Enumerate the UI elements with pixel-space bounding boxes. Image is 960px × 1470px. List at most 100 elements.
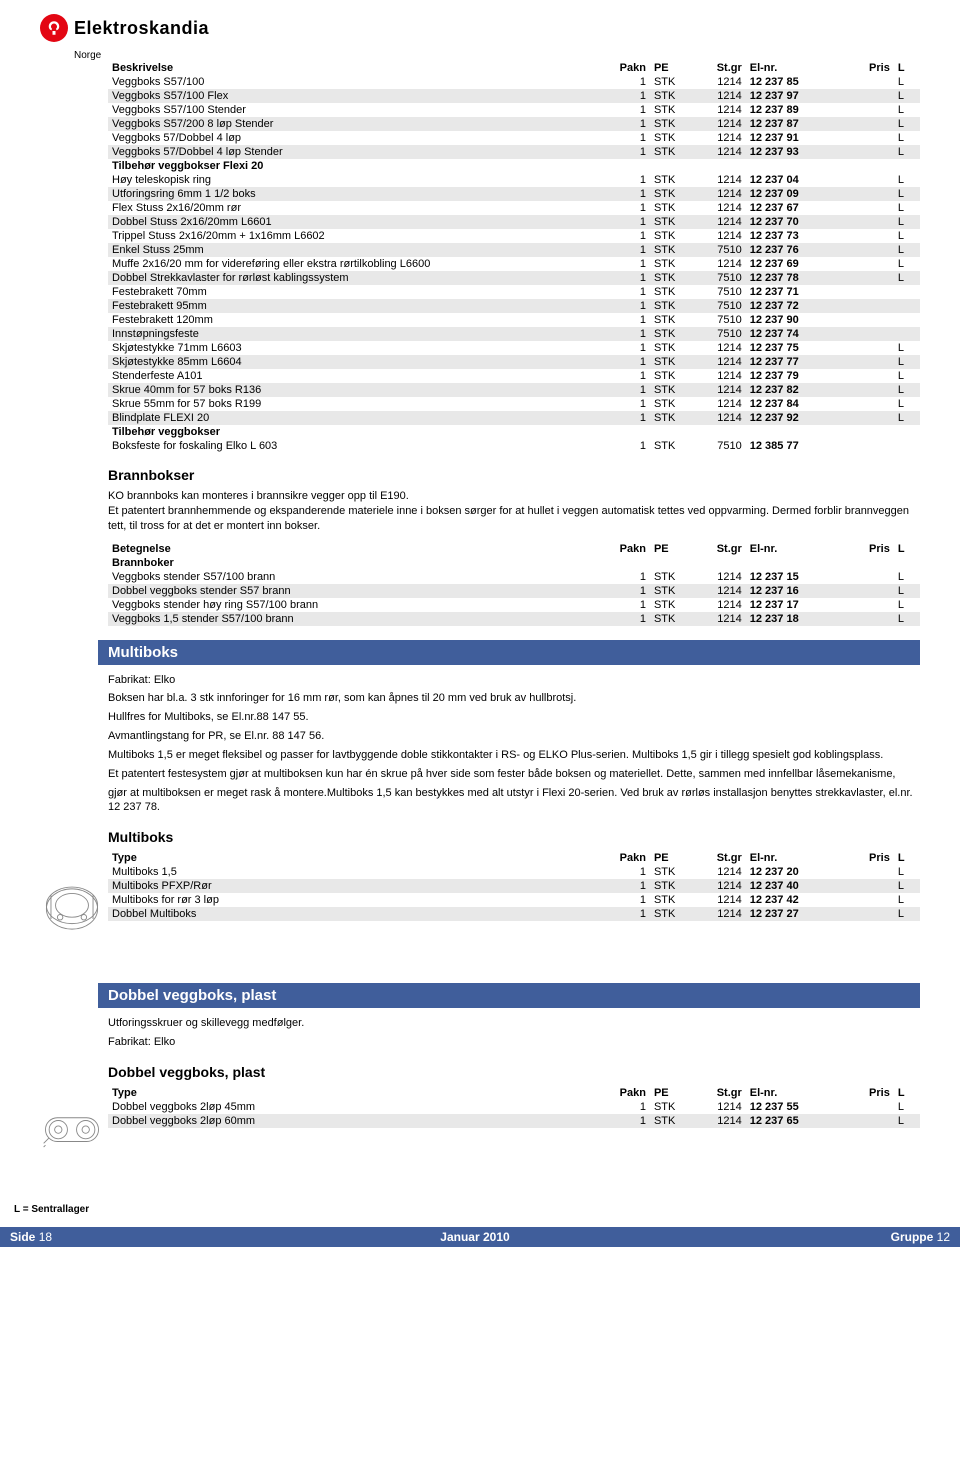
cell-pakn: 1 [613, 439, 650, 453]
cell-pris [842, 327, 894, 341]
cell-stgr: 1214 [693, 584, 745, 598]
cell-pe: STK [650, 145, 694, 159]
th-l: L [894, 851, 920, 865]
th-l: L [894, 61, 920, 75]
cell-stgr: 1214 [693, 383, 745, 397]
table-row: Veggboks S57/1001STK121412 237 85L [108, 75, 920, 89]
cell-pe: STK [650, 187, 694, 201]
cell-elnr: 12 237 20 [746, 865, 842, 879]
cell-stgr: 1214 [693, 229, 745, 243]
cell-pe: STK [650, 257, 694, 271]
cell-stgr: 1214 [693, 131, 745, 145]
bar-dobbel: Dobbel veggboks, plast [98, 983, 920, 1008]
brand-logo-icon [40, 14, 68, 42]
cell-pris [842, 173, 894, 187]
cell-pris [842, 313, 894, 327]
cell-elnr: 12 237 70 [746, 215, 842, 229]
cell-stgr: 7510 [693, 313, 745, 327]
cell-desc: Stenderfeste A101 [108, 369, 613, 383]
cell-pe: STK [650, 439, 694, 453]
cell-pris [842, 243, 894, 257]
dobbel-subtitle: Dobbel veggboks, plast [108, 1064, 920, 1080]
table-row: Stenderfeste A1011STK121412 237 79L [108, 369, 920, 383]
multiboks-subtitle: Multiboks [108, 829, 920, 845]
cell-pakn: 1 [613, 369, 650, 383]
cell-desc: Veggboks 1,5 stender S57/100 brann [108, 612, 613, 626]
cell-desc: Trippel Stuss 2x16/20mm + 1x16mm L6602 [108, 229, 613, 243]
table-row: Skrue 40mm for 57 boks R1361STK121412 23… [108, 383, 920, 397]
th-stgr: St.gr [693, 61, 745, 75]
multiboks-line: Avmantlingstang for PR, se El.nr. 88 147… [108, 729, 920, 744]
th-desc: Beskrivelse [108, 61, 613, 75]
cell-l: L [894, 117, 920, 131]
cell-stgr: 1214 [693, 355, 745, 369]
cell-l [894, 285, 920, 299]
cell-pris [842, 893, 894, 907]
cell-l: L [894, 1114, 920, 1128]
cell-pakn: 1 [613, 907, 650, 921]
table-row: Festebrakett 120mm1STK751012 237 90 [108, 313, 920, 327]
cell-l: L [894, 341, 920, 355]
cell-stgr: 1214 [693, 893, 745, 907]
cell-pe: STK [650, 355, 694, 369]
cell-pakn: 1 [613, 598, 650, 612]
cell-pakn: 1 [613, 327, 650, 341]
cell-l: L [894, 271, 920, 285]
cell-elnr: 12 237 55 [746, 1100, 842, 1114]
dobbel-line1: Utforingsskruer og skillevegg medfølger. [108, 1016, 920, 1031]
cell-desc: Boksfeste for foskaling Elko L 603 [108, 439, 613, 453]
table-beskrivelse: Beskrivelse Pakn PE St.gr El-nr. Pris L … [108, 61, 920, 453]
cell-pris [842, 131, 894, 145]
cell-pe: STK [650, 131, 694, 145]
cell-pakn: 1 [613, 215, 650, 229]
cell-l: L [894, 411, 920, 425]
cell-desc: Veggboks 57/Dobbel 4 løp [108, 131, 613, 145]
cell-l: L [894, 243, 920, 257]
cell-desc: Enkel Stuss 25mm [108, 243, 613, 257]
table-row: Dobbel Stuss 2x16/20mm L66011STK121412 2… [108, 215, 920, 229]
cell-elnr: 12 237 15 [746, 570, 842, 584]
cell-desc: Veggboks S57/200 8 løp Stender [108, 117, 613, 131]
cell-desc: Veggboks 57/Dobbel 4 løp Stender [108, 145, 613, 159]
cell-elnr: 12 237 89 [746, 103, 842, 117]
table-row: Veggboks S57/200 8 løp Stender1STK121412… [108, 117, 920, 131]
cell-l: L [894, 612, 920, 626]
th-pe: PE [650, 851, 694, 865]
cell-desc: Muffe 2x16/20 mm for videreføring eller … [108, 257, 613, 271]
cell-stgr: 1214 [693, 187, 745, 201]
cell-elnr: 12 237 97 [746, 89, 842, 103]
cell-stgr: 7510 [693, 327, 745, 341]
cell-pe: STK [650, 313, 694, 327]
cell-elnr: 12 237 42 [746, 893, 842, 907]
cell-pris [842, 1114, 894, 1128]
cell-elnr: 12 237 85 [746, 75, 842, 89]
footer-mid: Januar 2010 [110, 1227, 840, 1247]
table-row: Veggboks stender S57/100 brann1STK121412… [108, 570, 920, 584]
table-row: Utforingsring 6mm 1 1/2 boks1STK121412 2… [108, 187, 920, 201]
cell-pakn: 1 [613, 173, 650, 187]
table-row: Skjøtestykke 85mm L66041STK121412 237 77… [108, 355, 920, 369]
cell-pe: STK [650, 173, 694, 187]
cell-elnr: 12 237 74 [746, 327, 842, 341]
multiboks-line: Multiboks 1,5 er meget fleksibel og pass… [108, 748, 920, 763]
table-row: Veggboks 57/Dobbel 4 løp1STK121412 237 9… [108, 131, 920, 145]
cell-pris [842, 907, 894, 921]
th-pris: Pris [842, 61, 894, 75]
cell-pris [842, 369, 894, 383]
cell-pe: STK [650, 229, 694, 243]
table-header-row: Type Pakn PE St.gr El-nr. Pris L [108, 1086, 920, 1100]
cell-elnr: 12 237 82 [746, 383, 842, 397]
section-label: Tilbehør veggbokser Flexi 20 [108, 159, 920, 173]
page-footer: Side 18 Januar 2010 Gruppe 12 [0, 1227, 960, 1247]
multiboks-description: Boksen har bl.a. 3 stk innforinger for 1… [108, 691, 920, 815]
table-row: Multiboks for rør 3 løp1STK121412 237 42… [108, 893, 920, 907]
table-row: Dobbel Strekkavlaster for rørløst kablin… [108, 271, 920, 285]
th-pakn: Pakn [613, 851, 650, 865]
cell-l: L [894, 879, 920, 893]
cell-l: L [894, 173, 920, 187]
cell-elnr: 12 237 84 [746, 397, 842, 411]
table-row: Trippel Stuss 2x16/20mm + 1x16mm L66021S… [108, 229, 920, 243]
cell-pe: STK [650, 383, 694, 397]
table-row: Dobbel veggboks 2løp 45mm1STK121412 237 … [108, 1100, 920, 1114]
th-pris: Pris [842, 851, 894, 865]
